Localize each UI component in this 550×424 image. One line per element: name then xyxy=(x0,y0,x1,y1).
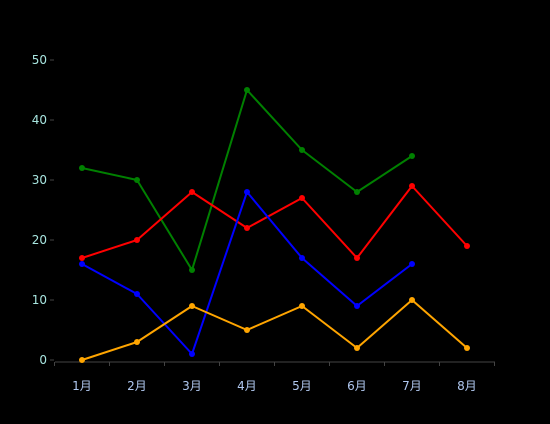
series-line xyxy=(81,299,468,361)
x-tick-label: 5月 xyxy=(292,379,312,393)
axes: 0 10 20 30 40 50 1月 2月 3月 4月 5月 6月 7月 8月 xyxy=(32,53,495,393)
y-tick-label: 30 xyxy=(32,173,47,187)
data-point xyxy=(409,153,415,159)
data-point xyxy=(134,237,140,243)
data-point xyxy=(189,351,195,357)
series-3 xyxy=(79,189,415,357)
data-point xyxy=(299,255,305,261)
x-tick-label: 3月 xyxy=(182,379,202,393)
data-point xyxy=(354,303,360,309)
series-1 xyxy=(79,87,415,273)
x-tick-label: 7月 xyxy=(402,379,422,393)
data-point xyxy=(244,225,250,231)
y-tick-label: 40 xyxy=(32,113,47,127)
data-point xyxy=(189,303,195,309)
data-point xyxy=(134,339,140,345)
series-line xyxy=(81,185,468,259)
x-tick-label: 6月 xyxy=(347,379,367,393)
data-point xyxy=(409,297,415,303)
data-point xyxy=(189,267,195,273)
data-point xyxy=(409,183,415,189)
data-point xyxy=(299,195,305,201)
y-tick-label: 0 xyxy=(39,353,47,367)
series-line xyxy=(81,89,413,271)
x-tick-label: 1月 xyxy=(72,379,92,393)
data-point xyxy=(299,303,305,309)
data-point xyxy=(79,165,85,171)
series-2 xyxy=(79,183,470,261)
data-point xyxy=(354,345,360,351)
data-point xyxy=(244,189,250,195)
x-tick-label: 2月 xyxy=(127,379,147,393)
data-point xyxy=(354,255,360,261)
data-point xyxy=(464,345,470,351)
data-point xyxy=(299,147,305,153)
data-point xyxy=(244,327,250,333)
data-point xyxy=(79,261,85,267)
data-point xyxy=(409,261,415,267)
data-point xyxy=(134,291,140,297)
series-4 xyxy=(79,297,470,363)
data-point xyxy=(134,177,140,183)
x-tick-label: 8月 xyxy=(457,379,477,393)
y-tick-label: 10 xyxy=(32,293,47,307)
data-point xyxy=(79,255,85,261)
y-tick-label: 50 xyxy=(32,53,47,67)
data-point xyxy=(189,189,195,195)
data-point xyxy=(354,189,360,195)
x-tick-label: 4月 xyxy=(237,379,257,393)
y-tick-label: 20 xyxy=(32,233,47,247)
data-point xyxy=(79,357,85,363)
data-point xyxy=(244,87,250,93)
data-point xyxy=(464,243,470,249)
series-group xyxy=(79,87,470,363)
